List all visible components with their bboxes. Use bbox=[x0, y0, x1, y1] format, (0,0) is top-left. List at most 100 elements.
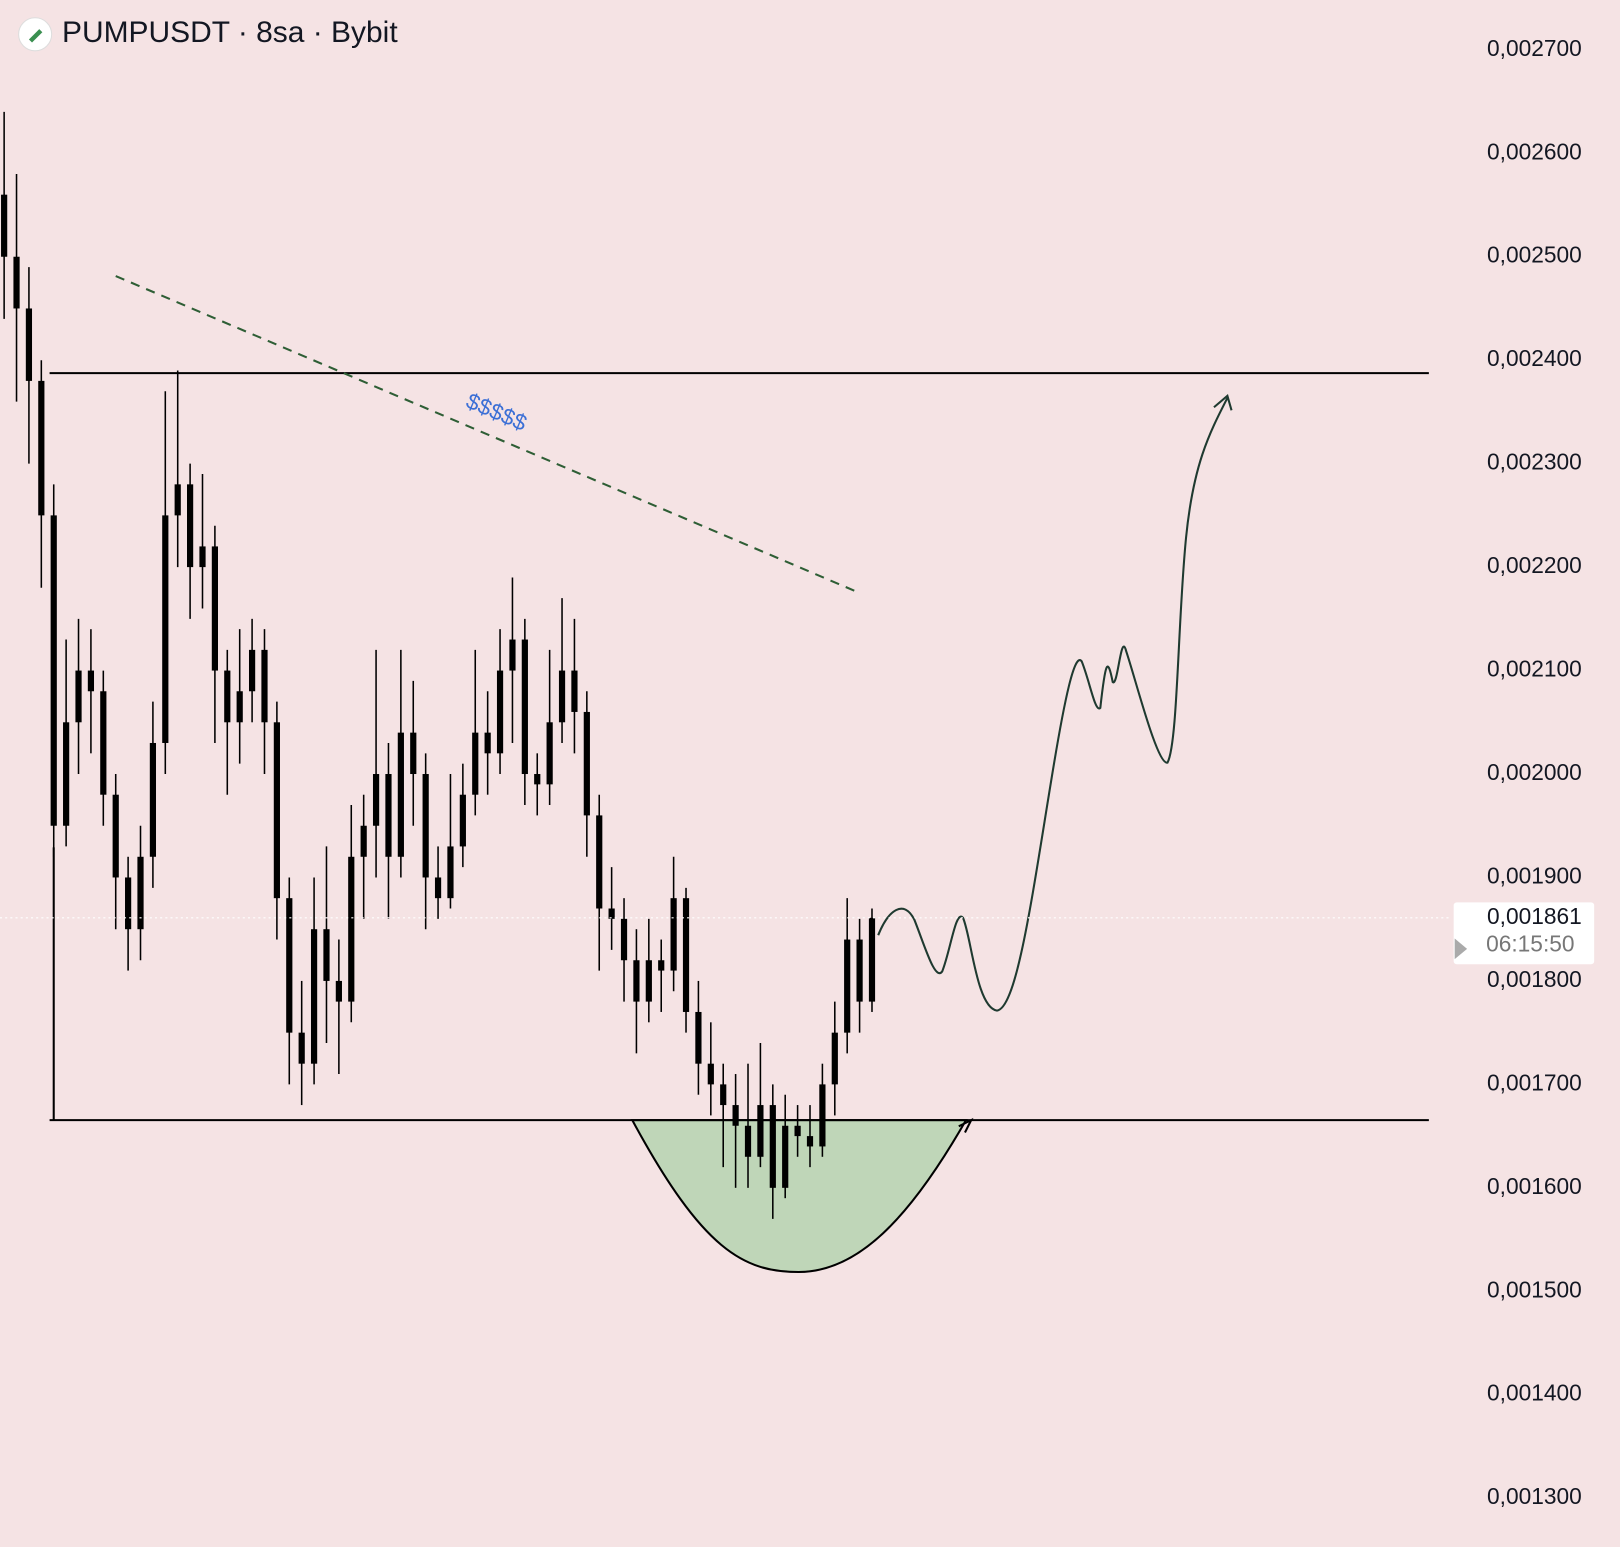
candle-body bbox=[831, 1032, 838, 1085]
candle-body bbox=[63, 722, 70, 826]
candle-body bbox=[732, 1105, 739, 1126]
candle-body bbox=[496, 670, 504, 754]
price-axis: 0,002700 0,002600 0,002500 0,002400 0,002300… bbox=[0, 35, 1595, 1509]
candle-body bbox=[633, 960, 640, 1002]
countdown: 06:15:50 bbox=[1486, 931, 1574, 957]
candle-body bbox=[422, 774, 429, 878]
candle-body bbox=[149, 742, 157, 857]
candle-body bbox=[546, 722, 553, 785]
y-tick-label: 0,002200 bbox=[1487, 552, 1582, 578]
candle-body bbox=[472, 732, 479, 795]
last-price-label: 0,001861 bbox=[1487, 903, 1582, 929]
forecast-path bbox=[877, 397, 1229, 1012]
candle-body bbox=[335, 980, 342, 1002]
candle-body bbox=[273, 722, 280, 899]
y-tick-label: 0,002300 bbox=[1487, 449, 1582, 475]
candle-body bbox=[174, 484, 181, 516]
candle-body bbox=[224, 670, 231, 723]
candle-body bbox=[782, 1125, 789, 1188]
candle-body bbox=[534, 774, 541, 785]
y-tick-label: 0,002600 bbox=[1487, 138, 1582, 164]
candle-body bbox=[137, 856, 144, 930]
candle-body bbox=[509, 639, 516, 671]
candle-body bbox=[236, 691, 243, 723]
candle-body bbox=[596, 815, 603, 909]
candle-body bbox=[385, 774, 392, 857]
candle-body bbox=[484, 732, 491, 754]
candle-body bbox=[682, 898, 690, 1012]
candle-body bbox=[521, 639, 528, 775]
candle-body bbox=[112, 794, 119, 878]
last-price-pointer bbox=[1454, 938, 1468, 960]
candle-body bbox=[162, 515, 169, 743]
candle-body bbox=[571, 670, 578, 712]
candle-body bbox=[286, 898, 293, 1033]
candle-body bbox=[583, 711, 590, 816]
candle-body bbox=[87, 670, 95, 692]
y-tick-label: 0,002400 bbox=[1487, 345, 1582, 371]
candle-body bbox=[25, 308, 33, 381]
candle-body bbox=[558, 670, 566, 723]
candle-body bbox=[199, 546, 206, 568]
y-tick-label: 0,002500 bbox=[1487, 242, 1582, 268]
candle-body bbox=[459, 794, 466, 847]
candle-body bbox=[720, 1084, 727, 1106]
candle-body bbox=[620, 918, 628, 961]
candle-body bbox=[645, 960, 652, 1002]
candle-body bbox=[75, 670, 82, 723]
candles bbox=[1, 111, 876, 1219]
candle-body bbox=[323, 929, 330, 981]
y-tick-label: 0,001500 bbox=[1487, 1276, 1582, 1302]
candle-body bbox=[360, 825, 367, 857]
candle-body bbox=[806, 1136, 814, 1147]
candle-body bbox=[38, 380, 45, 516]
candle-body bbox=[844, 939, 851, 1033]
candle-body bbox=[397, 732, 404, 857]
candle-body bbox=[13, 256, 20, 309]
candle-body bbox=[187, 484, 194, 568]
candle-body bbox=[310, 929, 318, 1064]
candle-body bbox=[608, 908, 615, 919]
candle-body bbox=[794, 1125, 801, 1137]
rounding-bottom bbox=[630, 1119, 968, 1274]
y-tick-label: 0,002100 bbox=[1487, 656, 1582, 682]
y-tick-label: 0,001900 bbox=[1487, 862, 1582, 888]
y-tick-label: 0,002000 bbox=[1487, 759, 1582, 785]
y-tick-label: 0,002700 bbox=[1487, 35, 1582, 61]
candle-body bbox=[211, 546, 218, 671]
candle-body bbox=[744, 1125, 752, 1157]
candle-body bbox=[670, 898, 677, 971]
candle-body bbox=[100, 691, 107, 795]
y-tick-label: 0,001800 bbox=[1487, 966, 1582, 992]
y-tick-label: 0,001400 bbox=[1487, 1380, 1582, 1406]
last-price-box bbox=[1453, 902, 1595, 965]
candle-body bbox=[298, 1032, 305, 1064]
candle-body bbox=[658, 960, 665, 971]
y-tick-label: 0,001700 bbox=[1487, 1069, 1582, 1095]
y-tick-label: 0,001600 bbox=[1487, 1173, 1582, 1199]
candle-body bbox=[695, 1011, 702, 1064]
candle-body bbox=[261, 649, 268, 723]
y-tick-label: 0,001300 bbox=[1487, 1483, 1582, 1509]
candle-body bbox=[819, 1084, 826, 1147]
candle-body bbox=[868, 917, 876, 1002]
candle-body bbox=[856, 939, 863, 1002]
candle-body bbox=[248, 649, 256, 692]
candle-body bbox=[50, 515, 57, 826]
candle-body bbox=[372, 774, 380, 826]
forecast-arrow bbox=[1213, 394, 1233, 411]
candle-body bbox=[447, 846, 454, 899]
candle-body bbox=[410, 732, 417, 775]
chart-title: PUMPUSDT · 8sa · Bybit bbox=[62, 16, 398, 49]
candle-body bbox=[125, 877, 132, 930]
candle-body bbox=[707, 1063, 714, 1085]
candle-body bbox=[769, 1105, 776, 1188]
candle-body bbox=[348, 856, 355, 1002]
symbol-icon-glyph bbox=[28, 29, 43, 43]
candle-body bbox=[434, 877, 442, 899]
trend-line bbox=[115, 275, 856, 593]
candle-body bbox=[1, 194, 8, 257]
